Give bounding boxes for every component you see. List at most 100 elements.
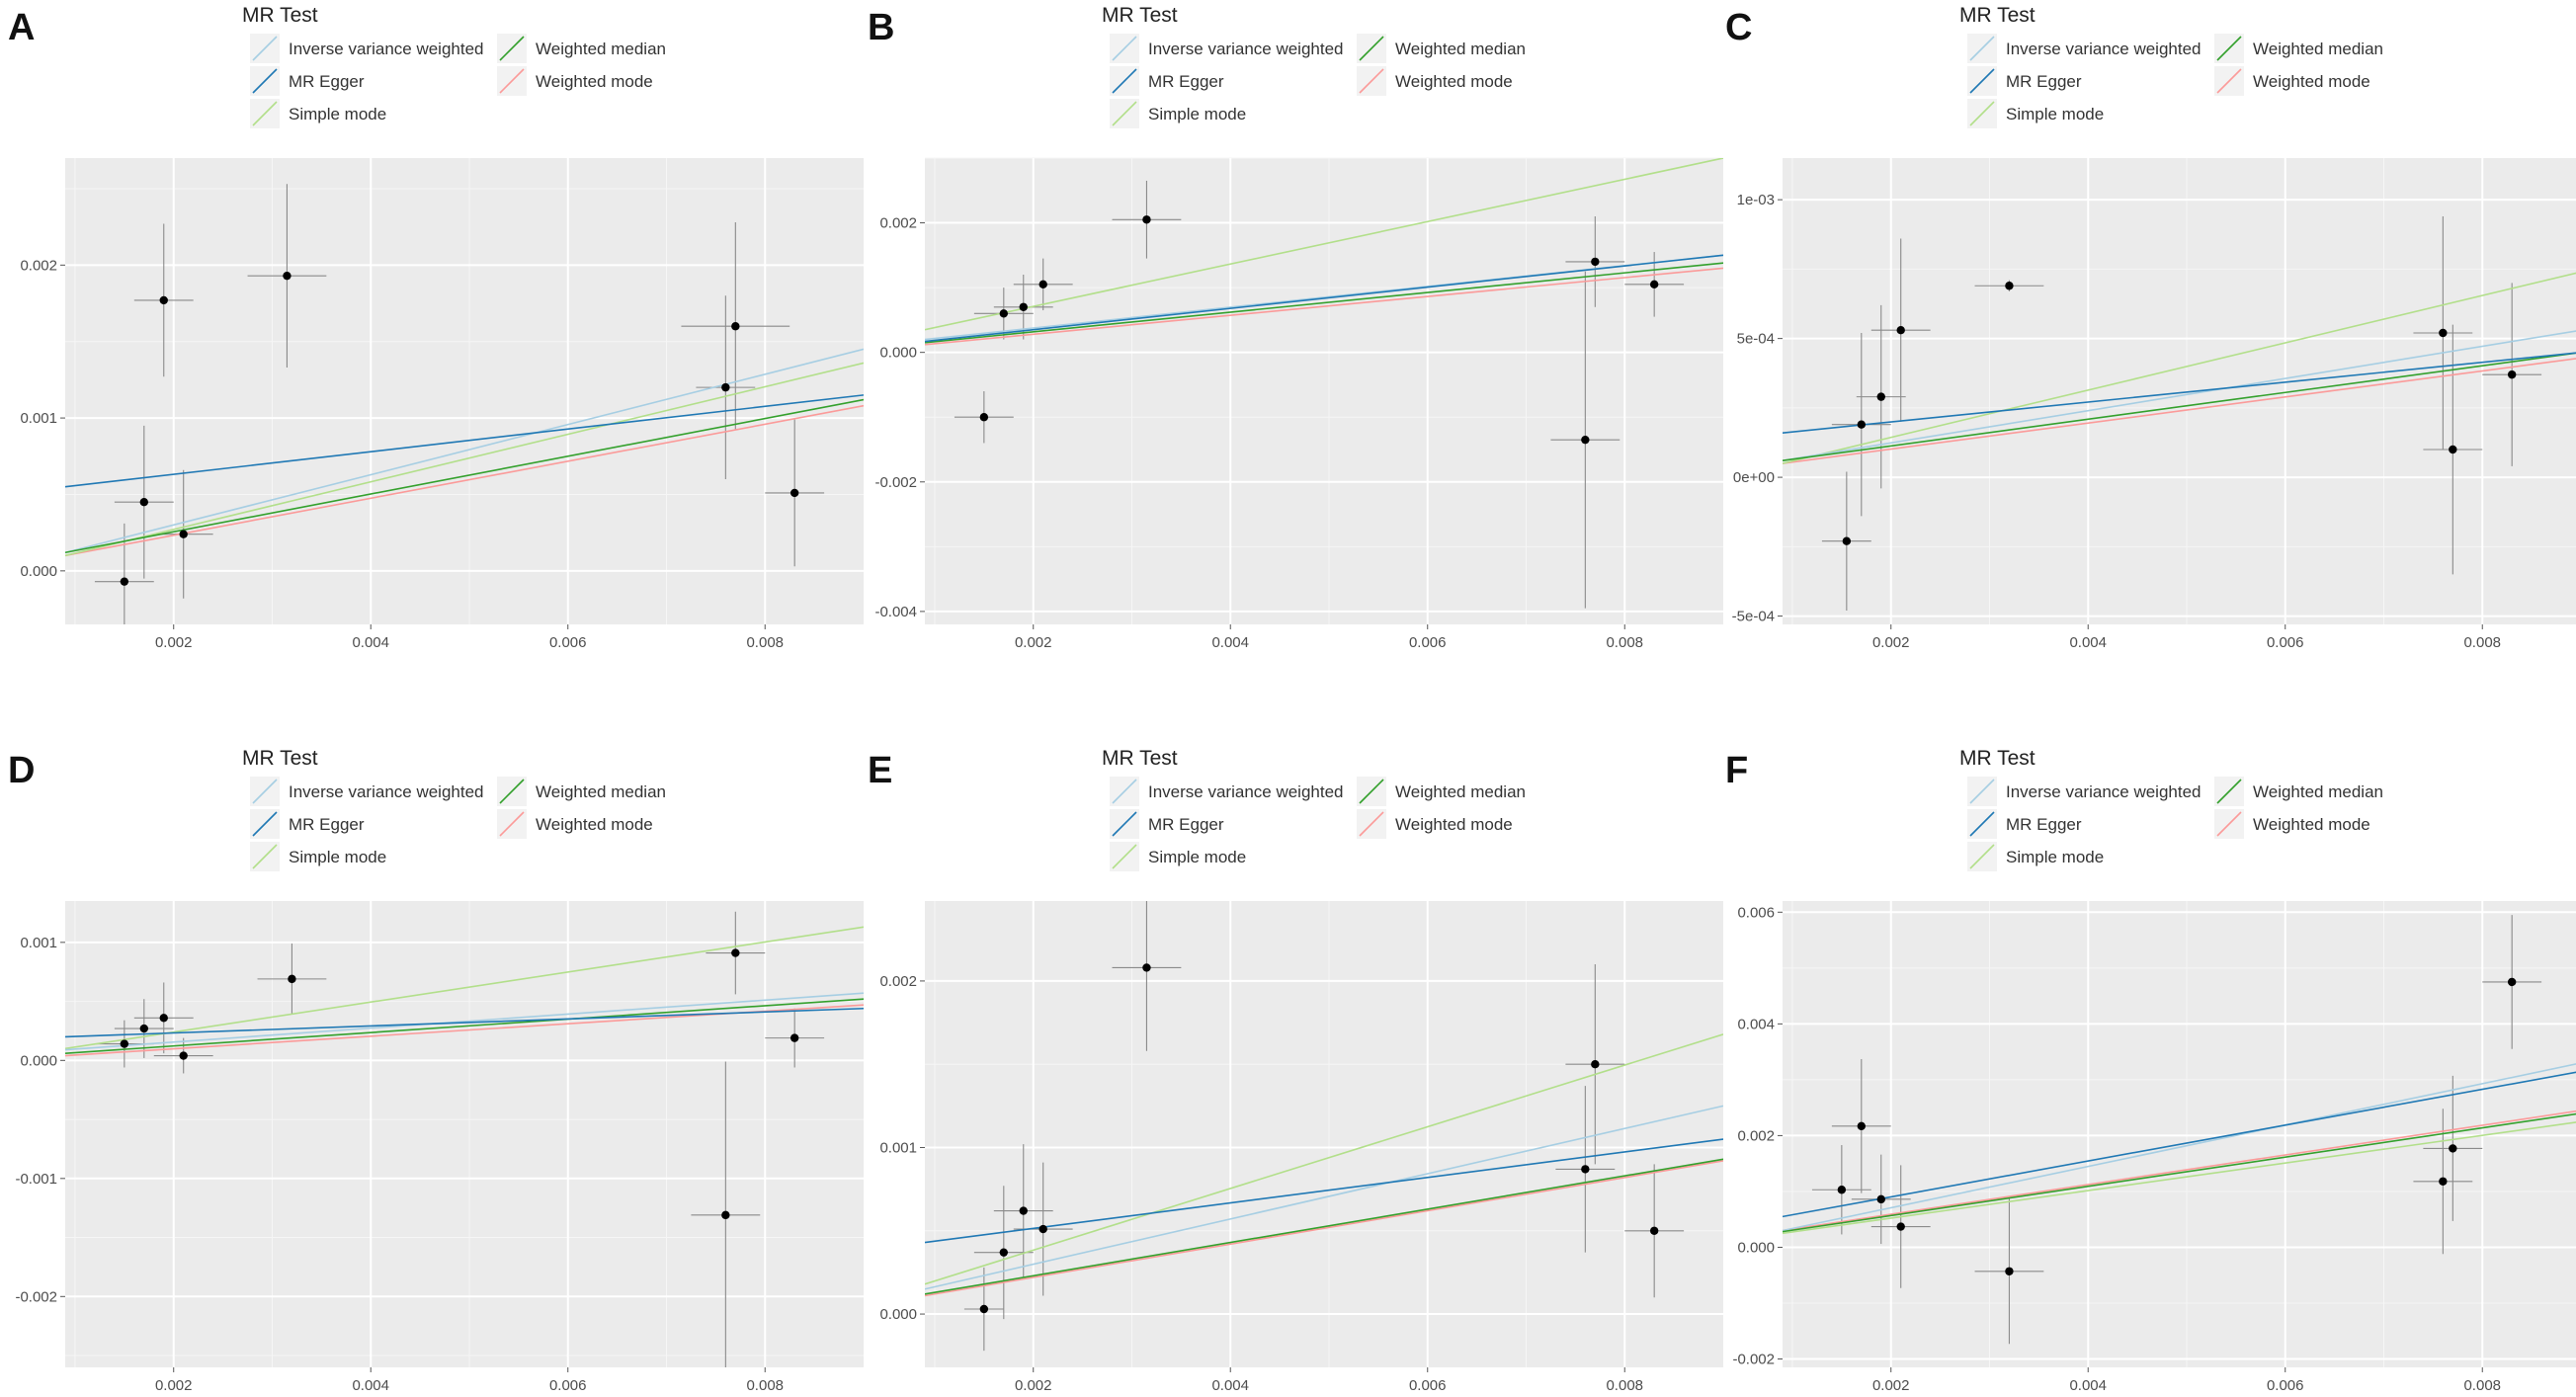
regression-line-mr-egger bbox=[925, 254, 1723, 343]
y-tick-label: 0.002 bbox=[1737, 1127, 1775, 1144]
y-tick-label: 0.001 bbox=[20, 935, 57, 951]
data-point bbox=[288, 974, 296, 984]
x-tick-label: 0.008 bbox=[746, 1377, 784, 1394]
y-tick-label: 0e+00 bbox=[1733, 469, 1775, 486]
legend-entry-label: Weighted median bbox=[1395, 782, 1526, 801]
regression-line-mr-egger bbox=[925, 1138, 1723, 1244]
legend-entry-label: MR Egger bbox=[1148, 815, 1224, 834]
legend-entry-label: Inverse variance weighted bbox=[1148, 40, 1344, 58]
legend-key-line bbox=[499, 36, 525, 61]
data-point bbox=[1649, 280, 1659, 289]
data-point bbox=[159, 1014, 168, 1023]
plot-background bbox=[65, 158, 864, 624]
data-point bbox=[1591, 1060, 1600, 1069]
legend-entry-label: Simple mode bbox=[1148, 105, 1246, 123]
legend-entry-label: Weighted mode bbox=[536, 815, 653, 834]
legend-entry-label: Weighted mode bbox=[1395, 815, 1513, 834]
x-tick-label: 0.008 bbox=[1606, 1377, 1643, 1394]
legend-entry-label: Simple mode bbox=[1148, 848, 1246, 866]
x-tick-label: 0.008 bbox=[746, 634, 784, 651]
plot-area bbox=[65, 911, 864, 1367]
data-point bbox=[1019, 1206, 1028, 1215]
data-point bbox=[2005, 282, 2014, 290]
legend-entry-label: Weighted median bbox=[536, 782, 666, 801]
regression-line-inverse-variance-weighted bbox=[65, 348, 864, 554]
x-tick-label: 0.006 bbox=[549, 634, 587, 651]
data-point bbox=[789, 1033, 799, 1042]
legend-key-line bbox=[1112, 844, 1137, 869]
plot-area bbox=[65, 184, 864, 624]
legend-entry-label: Weighted median bbox=[2253, 782, 2383, 801]
legend-entry-label: Weighted median bbox=[1395, 40, 1526, 58]
data-point bbox=[120, 577, 129, 586]
panel-c: C MR Test Inverse variance weighted MR Egge… bbox=[1725, 4, 2576, 651]
legend-entry-label: MR Egger bbox=[1148, 72, 1224, 91]
legend-key-line bbox=[1359, 779, 1384, 804]
x-tick-label: 0.004 bbox=[2069, 634, 2107, 651]
data-point bbox=[139, 497, 149, 507]
legend-key-line bbox=[2216, 779, 2242, 804]
plot-background bbox=[65, 901, 864, 1367]
x-tick-label: 0.002 bbox=[155, 634, 193, 651]
legend-title: MR Test bbox=[1102, 747, 1178, 770]
y-tick-label: 0.006 bbox=[1737, 904, 1775, 921]
legend-key-line bbox=[252, 779, 278, 804]
data-point bbox=[979, 413, 989, 422]
x-tick-label: 0.008 bbox=[1606, 634, 1643, 651]
data-point bbox=[2439, 1177, 2448, 1186]
legend-key-line bbox=[1359, 68, 1384, 94]
regression-line-weighted-median bbox=[1783, 1112, 2576, 1233]
panel-f: F MR Test Inverse variance weighted MR Egge… bbox=[1725, 747, 2576, 1394]
legend-entry-label: Inverse variance weighted bbox=[2006, 782, 2202, 801]
x-tick-label: 0.002 bbox=[155, 1377, 193, 1394]
legend-key-line bbox=[499, 779, 525, 804]
x-tick-label: 0.006 bbox=[1409, 1377, 1447, 1394]
legend-entry-label: Simple mode bbox=[2006, 848, 2104, 866]
data-point bbox=[179, 530, 188, 538]
x-tick-label: 0.006 bbox=[1409, 634, 1447, 651]
y-tick-label: -0.002 bbox=[15, 1288, 57, 1305]
data-point bbox=[1896, 325, 1905, 335]
regression-line-weighted-mode bbox=[925, 267, 1723, 346]
data-point bbox=[1857, 420, 1867, 429]
y-tick-label: -0.002 bbox=[874, 474, 917, 491]
data-point bbox=[1876, 1194, 1885, 1204]
legend-entry-label: Weighted mode bbox=[1395, 72, 1513, 91]
y-tick-label: 0.002 bbox=[879, 973, 917, 990]
x-tick-label: 0.008 bbox=[2463, 634, 2501, 651]
legend-key-line bbox=[1112, 36, 1137, 61]
regression-line-weighted-mode bbox=[1783, 358, 2576, 464]
legend-entry-label: Simple mode bbox=[289, 105, 386, 123]
data-point bbox=[731, 948, 740, 957]
regression-line-simple-mode bbox=[65, 926, 864, 1050]
y-tick-label: 5e-04 bbox=[1737, 331, 1775, 348]
legend-entry-label: MR Egger bbox=[289, 72, 365, 91]
legend-key-line bbox=[1359, 811, 1384, 837]
data-point bbox=[2449, 445, 2457, 454]
legend-entry-label: Inverse variance weighted bbox=[289, 782, 484, 801]
data-point bbox=[283, 271, 291, 281]
panel-a: A MR Test Inverse variance weighted MR Egge… bbox=[8, 4, 864, 651]
data-point bbox=[159, 295, 168, 305]
regression-line-simple-mode bbox=[65, 362, 864, 557]
legend-entry-label: MR Egger bbox=[2006, 815, 2082, 834]
legend-key-line bbox=[252, 101, 278, 126]
x-tick-label: 0.006 bbox=[2267, 1377, 2304, 1394]
legend-key-line bbox=[1969, 779, 1995, 804]
x-tick-label: 0.002 bbox=[1872, 1377, 1910, 1394]
y-tick-label: 0.000 bbox=[879, 1306, 917, 1323]
data-point bbox=[721, 382, 730, 392]
x-tick-label: 0.004 bbox=[1211, 1377, 1249, 1394]
data-point bbox=[999, 309, 1009, 318]
regression-line-weighted-median bbox=[65, 398, 864, 554]
data-point bbox=[1039, 280, 1047, 289]
data-point bbox=[731, 322, 740, 331]
y-tick-label: 0.000 bbox=[1737, 1239, 1775, 1256]
data-point bbox=[1581, 1165, 1590, 1174]
y-tick-label: 0.002 bbox=[20, 257, 57, 274]
regression-line-weighted-median bbox=[1783, 352, 2576, 462]
data-point bbox=[1876, 392, 1885, 401]
data-point bbox=[1591, 257, 1600, 267]
data-point bbox=[1581, 435, 1590, 445]
data-point bbox=[2005, 1267, 2014, 1275]
